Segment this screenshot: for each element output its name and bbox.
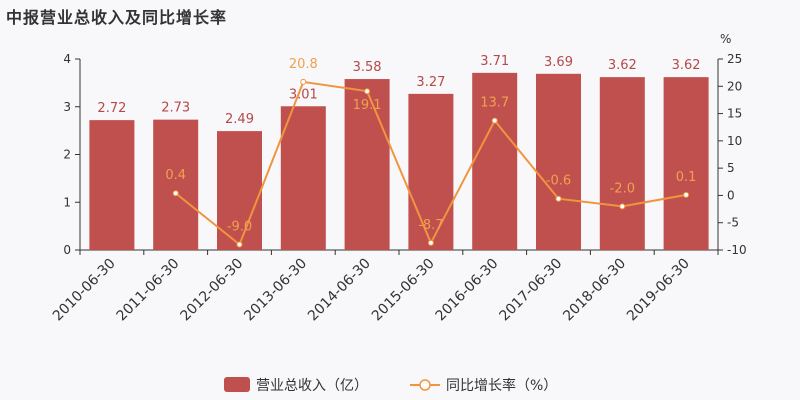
growth-value-label: -8.7: [418, 218, 443, 233]
right-tick-label: 0: [727, 188, 735, 202]
bar-value-label: 2.72: [97, 101, 126, 116]
left-tick-label: 1: [63, 195, 71, 209]
growth-point: [491, 117, 498, 124]
x-tick-label: 2014-06-30: [305, 256, 374, 325]
x-tick-label: 2015-06-30: [369, 256, 438, 325]
bar: [153, 119, 199, 250]
growth-point: [236, 241, 243, 248]
growth-point: [300, 78, 307, 85]
bar-value-label: 2.49: [225, 112, 254, 127]
legend-bar-label: 营业总收入（亿）: [256, 378, 368, 394]
x-tick-label: 2016-06-30: [433, 256, 502, 325]
right-tick-label: -5: [727, 216, 739, 230]
x-tick-label: 2011-06-30: [114, 256, 183, 325]
growth-point: [555, 195, 562, 202]
bar: [536, 73, 581, 251]
x-tick-label: 2012-06-30: [177, 256, 246, 325]
bar-value-label: 3.27: [416, 75, 445, 90]
growth-value-label: 20.8: [289, 57, 318, 72]
x-tick-label: 2013-06-30: [241, 256, 310, 325]
growth-value-label: -0.6: [546, 174, 571, 189]
x-tick-label: 2010-06-30: [50, 256, 119, 325]
bar-value-label: 3.01: [289, 87, 318, 102]
right-tick-label: 15: [727, 107, 742, 121]
right-tick-label: 5: [727, 161, 735, 175]
growth-point: [683, 191, 690, 198]
bar-value-label: 3.62: [672, 58, 701, 73]
legend-line-label: 同比增长率（%）: [446, 377, 557, 394]
growth-point: [172, 190, 179, 197]
right-tick-label: 10: [727, 134, 742, 148]
right-tick-label: 25: [727, 52, 742, 66]
bar-value-label: 3.69: [544, 55, 573, 70]
bar: [663, 77, 709, 251]
right-axis-unit: %: [720, 32, 731, 46]
growth-point: [427, 239, 434, 246]
x-tick-label: 2017-06-30: [496, 256, 565, 325]
bar-value-label: 3.62: [608, 58, 637, 73]
growth-value-label: -2.0: [610, 181, 635, 196]
growth-value-label: 19.1: [353, 98, 382, 113]
growth-value-label: 0.1: [676, 170, 697, 185]
right-tick-label: 20: [727, 79, 742, 93]
legend-line-marker: [419, 379, 431, 391]
legend-bar-swatch: [224, 377, 250, 392]
bar: [280, 106, 326, 251]
x-tick-label: 2018-06-30: [560, 256, 629, 325]
left-tick-label: 0: [63, 243, 71, 257]
growth-value-label: -9.0: [227, 220, 252, 235]
bar: [217, 131, 262, 250]
bar: [408, 93, 454, 250]
bar-value-label: 3.71: [480, 54, 509, 69]
growth-value-label: 13.7: [480, 96, 509, 111]
right-tick-label: -10: [727, 243, 747, 257]
growth-value-label: 0.4: [165, 168, 186, 183]
bar: [599, 77, 645, 251]
left-tick-label: 3: [63, 100, 71, 114]
left-tick-label: 4: [63, 52, 71, 66]
bar-value-label: 2.73: [161, 101, 190, 116]
x-tick-label: 2019-06-30: [624, 256, 693, 325]
bar: [89, 120, 135, 251]
bar: [344, 79, 390, 251]
growth-point: [619, 203, 626, 210]
chart-title: 中报营业总收入及同比增长率: [6, 8, 228, 27]
bar-value-label: 3.58: [353, 60, 382, 75]
bar: [472, 72, 518, 250]
growth-point: [364, 88, 371, 95]
left-tick-label: 2: [63, 148, 71, 162]
